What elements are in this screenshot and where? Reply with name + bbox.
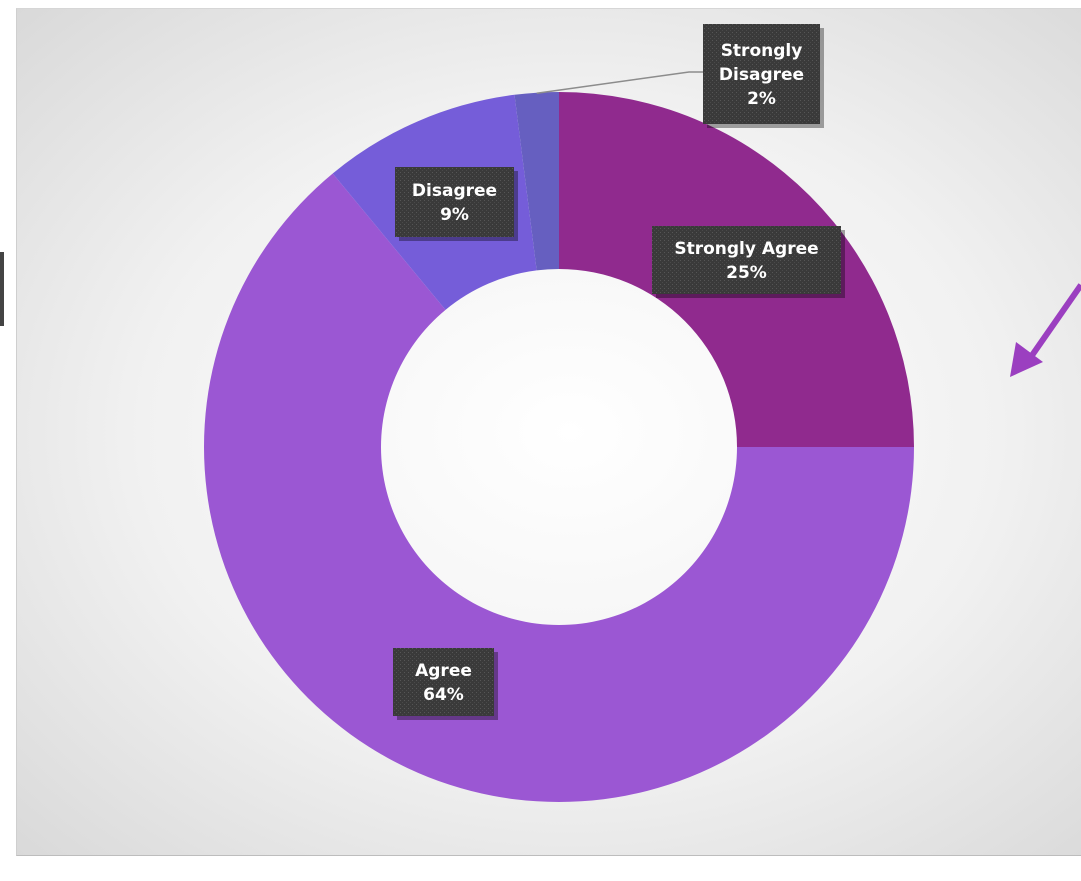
slice-agree	[204, 173, 914, 803]
data-label-text: Agree	[415, 661, 472, 681]
arrow-head	[1010, 342, 1043, 377]
arrow-down-left-icon	[1010, 283, 1081, 377]
data-label-text: 25%	[726, 263, 767, 283]
data-label-agree: Agree 64%	[393, 648, 498, 720]
data-label-box	[395, 167, 514, 237]
data-label-disagree: Disagree 9%	[395, 167, 518, 241]
data-label-text: Disagree	[412, 181, 497, 201]
data-label-box	[703, 24, 820, 124]
doughnut-slices	[204, 92, 914, 803]
data-label-text: 9%	[440, 205, 469, 225]
slice-strongly-disagree	[514, 92, 559, 271]
arrow-shaft	[1023, 283, 1081, 366]
data-label-text: Strongly Agree	[674, 239, 818, 259]
data-label-strongly-agree: Strongly Agree 25%	[652, 226, 845, 298]
data-labels: Strongly Agree 25% Agree 64% Disagree 9% Stron…	[393, 24, 845, 720]
data-label-text: 64%	[423, 685, 464, 705]
leader-lines	[536, 71, 703, 94]
data-label-text: 2%	[747, 89, 776, 109]
data-label-box	[393, 648, 494, 716]
leader-line-strongly-disagree	[536, 71, 703, 94]
data-label-text: Strongly	[721, 41, 803, 61]
data-label-strongly-disagree: Strongly Disagree 2%	[703, 24, 824, 128]
data-label-text: Disagree	[719, 65, 804, 85]
left-edge-mark	[0, 252, 4, 326]
data-label-box	[652, 226, 841, 294]
